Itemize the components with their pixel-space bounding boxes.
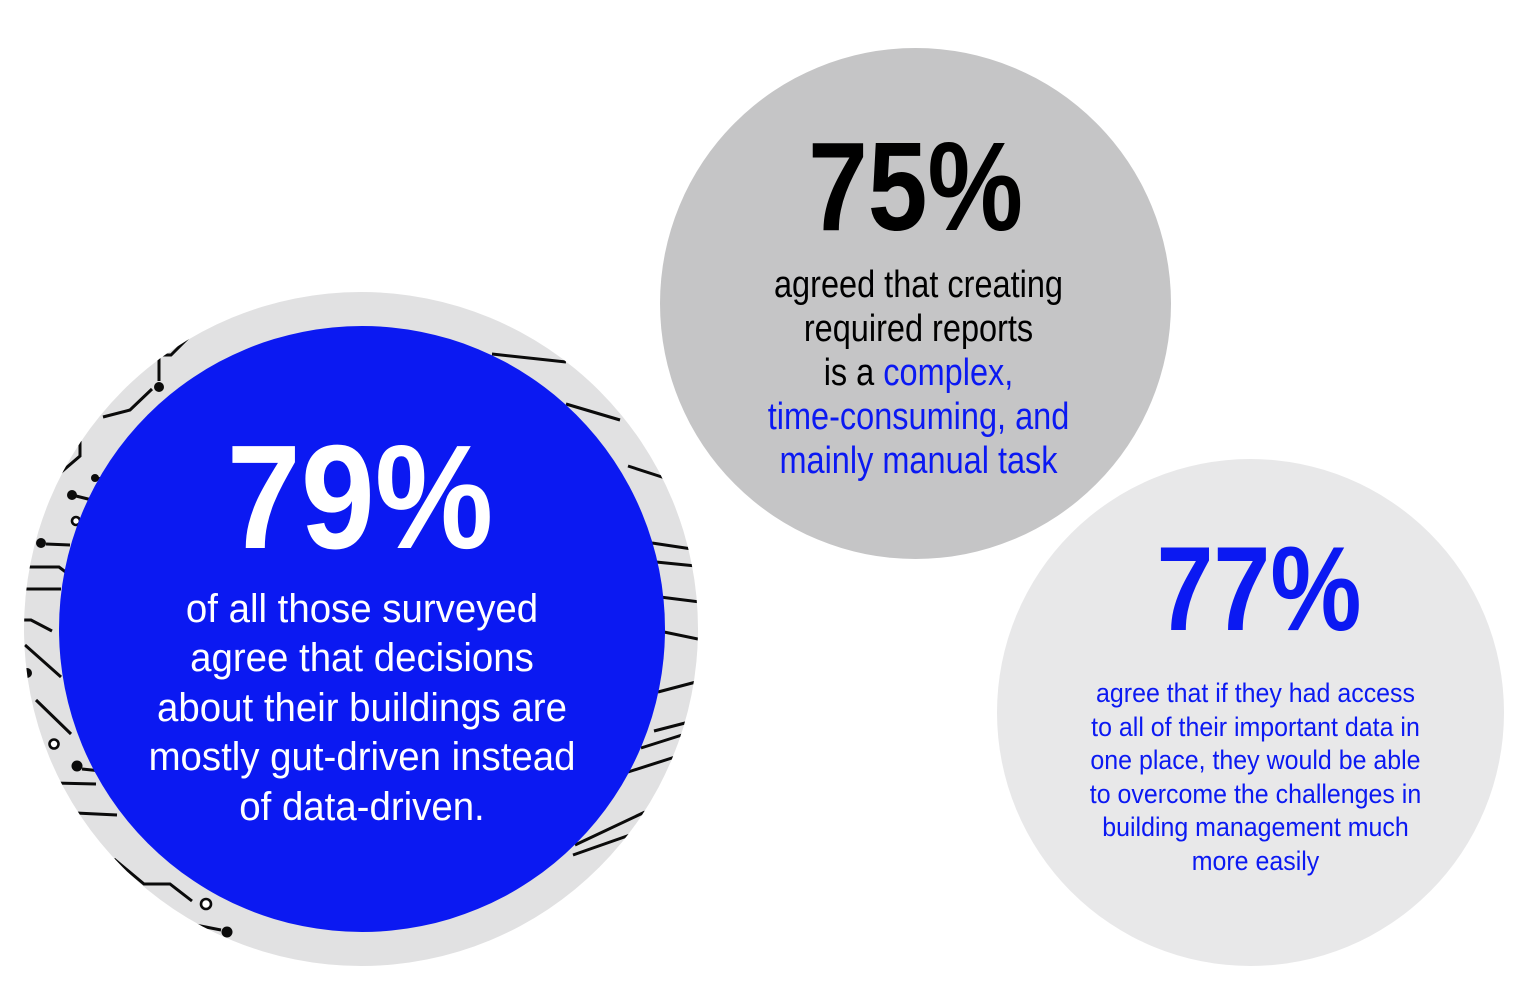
stat-line: of data-driven.	[239, 784, 485, 829]
stat-description-77: agree that if they had access to all of …	[1021, 677, 1489, 878]
stat-line: time-consuming, and	[767, 396, 1070, 438]
stat-line: mainly manual task	[779, 440, 1058, 482]
stat-line-segment: is a	[823, 352, 884, 394]
stat-line: about their buildings are	[157, 685, 567, 730]
stat-line: one place, they would be able	[1090, 745, 1421, 775]
stat-circle-reports: 75% agreed that creating required report…	[660, 48, 1171, 559]
stat-line: to overcome the challenges in	[1089, 778, 1422, 809]
stat-line: to all of their important data in	[1091, 711, 1420, 742]
stat-line: building management much	[1102, 812, 1409, 842]
stat-line: agree that if they had access	[1096, 678, 1415, 708]
stat-line: is a complex,	[700, 351, 1137, 395]
stat-line: of all those surveyed	[185, 587, 539, 631]
stat-value-77: 77%	[1156, 522, 1362, 656]
stat-value-75: 75%	[808, 116, 1023, 257]
stat-circle-data-access: 77% agree that if they had access to all…	[997, 459, 1504, 966]
stat-line: more easily	[1191, 845, 1320, 876]
stat-line-segment-accent: complex,	[883, 352, 1014, 394]
stat-line: agreed that creating	[773, 264, 1063, 306]
stat-line: required reports	[803, 308, 1034, 350]
stat-line: mostly gut-driven instead	[148, 735, 576, 780]
stat-circle-gut-driven: 79% of all those surveyed agree that dec…	[59, 326, 665, 932]
stat-value-79: 79%	[226, 415, 494, 580]
stat-description-75: agreed that creating required reports is…	[700, 263, 1137, 483]
stat-description-79: of all those surveyed agree that decisio…	[71, 585, 653, 832]
circuit-pattern	[24, 331, 698, 938]
stat-line: agree that decisions	[190, 636, 534, 681]
